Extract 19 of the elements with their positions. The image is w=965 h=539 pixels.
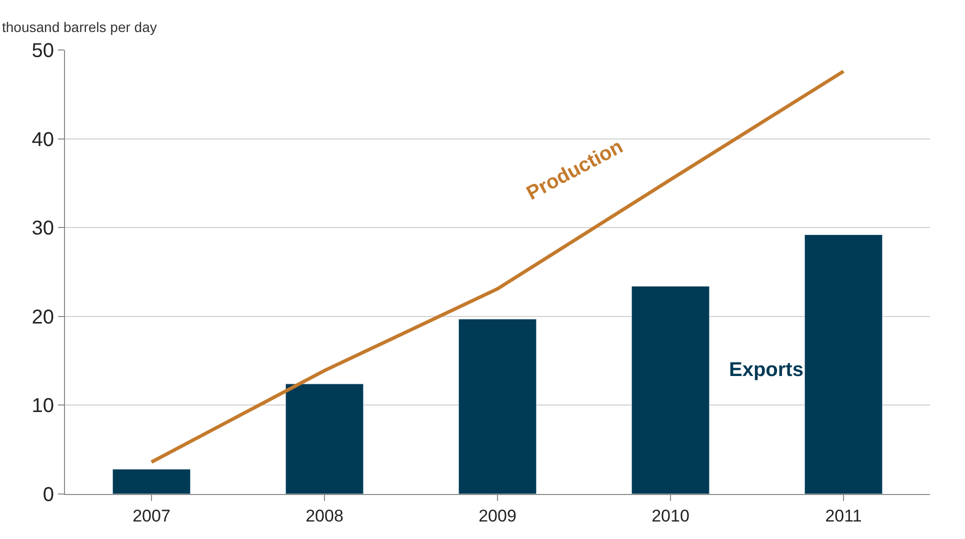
series-label: Exports (729, 359, 804, 381)
x-tick-label: 2007 (132, 506, 170, 526)
y-tick-label: 0 (42, 484, 54, 506)
bar (804, 234, 883, 494)
line-series (150, 70, 846, 464)
y-tick-label: 10 (32, 395, 54, 418)
y-axis-title: thousand barrels per day (2, 19, 157, 35)
bar (631, 286, 710, 494)
x-tick-label: 2008 (306, 506, 344, 526)
y-tick-label: 20 (32, 306, 54, 328)
bar (112, 468, 191, 494)
x-tick-label: 2009 (478, 506, 516, 526)
bar (285, 384, 364, 494)
y-tick-label: 30 (32, 218, 54, 240)
y-tick-label: 50 (32, 40, 54, 62)
x-tick-label: 2011 (825, 506, 862, 526)
bar (458, 318, 537, 494)
x-tick-label: 2010 (652, 506, 690, 526)
y-tick-label: 40 (32, 128, 54, 151)
